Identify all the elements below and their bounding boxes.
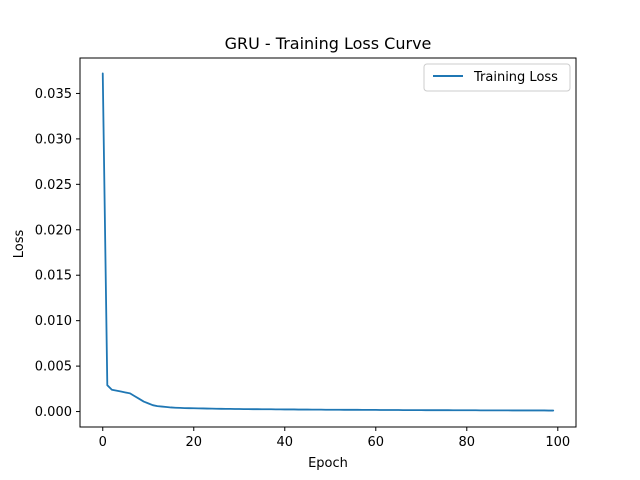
x-tick-label: 0 (99, 435, 107, 450)
legend-box (423, 63, 571, 92)
y-tick-label: 0.030 (35, 132, 72, 147)
legend: Training Loss (423, 63, 571, 92)
series-layer (101, 72, 555, 412)
y-tick-label: 0.005 (35, 360, 72, 375)
x-tick-label: 80 (459, 435, 476, 450)
x-tick-label: 20 (185, 435, 202, 450)
x-tick-label: 40 (276, 435, 293, 450)
y-tick-label: 0.015 (35, 269, 72, 284)
y-tick-label: 0.025 (35, 178, 72, 193)
x-axis: 0 20 40 60 80 100 (99, 427, 570, 450)
x-tick-label: 60 (368, 435, 385, 450)
series-line-training-loss (101, 72, 555, 412)
legend-label: Training Loss (473, 70, 558, 85)
y-tick-label: 0.010 (35, 314, 72, 329)
y-axis: 0.000 0.005 0.010 0.015 0.020 0.025 0.030 0.035 (35, 87, 80, 420)
y-axis-label: Loss (12, 230, 27, 259)
y-tick-label: 0.000 (35, 405, 72, 420)
x-tick-label: 100 (545, 435, 570, 450)
y-tick-label: 0.035 (35, 87, 72, 102)
y-tick-label: 0.020 (35, 223, 72, 238)
plot-frame (79, 57, 577, 428)
chart-title: GRU - Training Loss Curve (225, 34, 432, 53)
x-axis-label: Epoch (308, 456, 348, 471)
